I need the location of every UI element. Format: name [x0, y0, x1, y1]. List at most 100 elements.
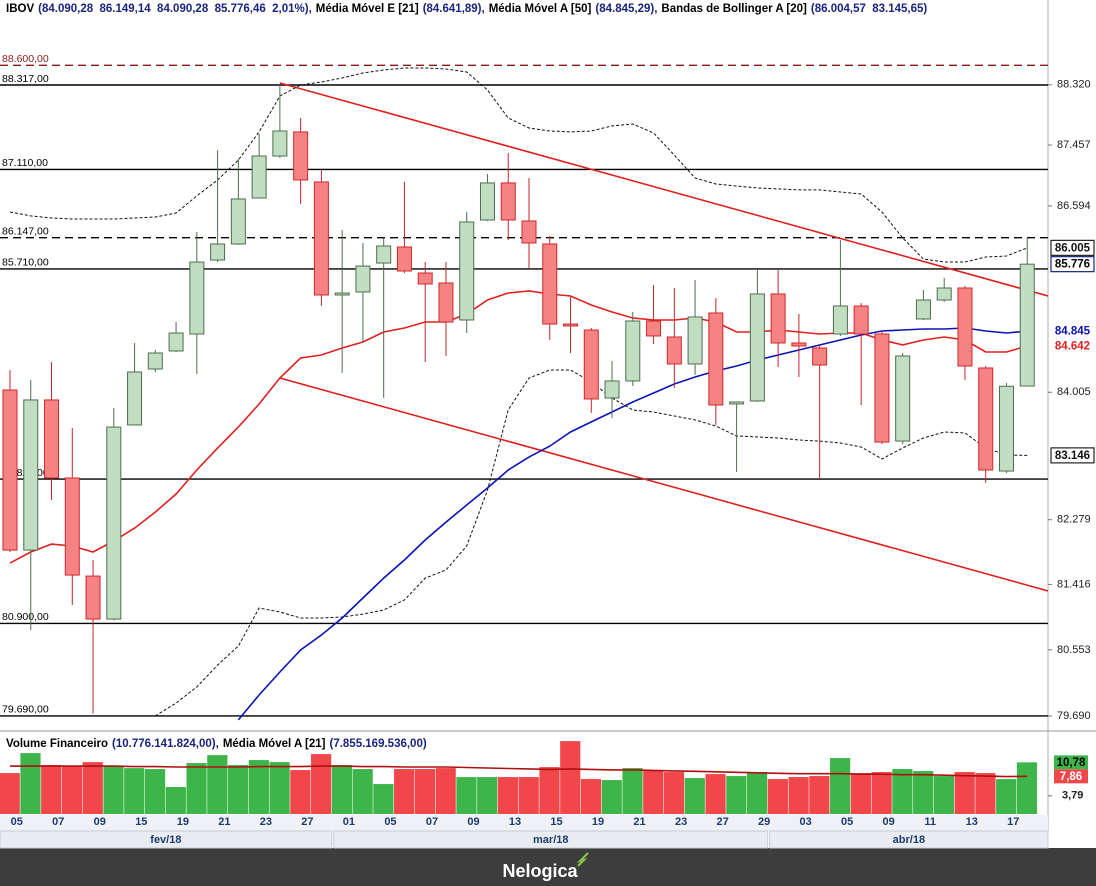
- header-name: Bandas de Bollinger A [20]: [661, 3, 807, 15]
- volume-bar: [61, 766, 83, 814]
- volume-bar: [414, 769, 436, 814]
- candle-body: [853, 305, 869, 335]
- header-values: (84.641,89),: [422, 3, 485, 15]
- volume-bar: [580, 779, 602, 814]
- volume-bar: [0, 773, 20, 814]
- candle-body: [168, 332, 184, 352]
- volume-bar: [269, 762, 290, 814]
- level-label: 79.690,00: [2, 704, 49, 716]
- x-tick-label: 13: [966, 816, 978, 828]
- candle-body: [521, 220, 537, 244]
- candle-body: [396, 246, 412, 272]
- y-tick-label: 82.279: [1057, 514, 1091, 526]
- candle-body: [438, 282, 454, 323]
- candle-body: [230, 198, 246, 245]
- candle-body: [729, 401, 745, 405]
- volume-bar: [518, 777, 539, 814]
- level-label: 86.147,00: [2, 225, 49, 237]
- candle-body: [417, 272, 433, 285]
- volume-header: Volume Financeiro (10.776.141.824,00), Méd…: [6, 738, 431, 750]
- indicator-line: [9, 67, 1028, 263]
- candle-body: [998, 385, 1014, 472]
- candle-body: [874, 333, 890, 443]
- candle-body: [936, 287, 952, 301]
- volume-bar: [788, 777, 809, 814]
- x-tick-label: 29: [758, 816, 770, 828]
- volume-bar: [352, 769, 373, 814]
- candle-body: [251, 155, 267, 199]
- y-tick-label: 81.416: [1057, 578, 1091, 590]
- brand: Nelogica: [502, 861, 578, 881]
- candle-body: [313, 181, 329, 296]
- candle-body: [272, 130, 288, 157]
- volume-bar: [477, 777, 498, 814]
- candle-body: [64, 477, 80, 576]
- x-tick-label: 15: [135, 816, 147, 828]
- x-tick-label: 27: [301, 816, 313, 828]
- last-value-box: [1050, 323, 1095, 340]
- y-tick-label: 3,79: [1062, 790, 1083, 802]
- header-name: Média Móvel A [50]: [488, 3, 592, 15]
- trend-line: [279, 377, 1048, 592]
- candle-body: [583, 329, 599, 400]
- candle-body: [189, 261, 205, 335]
- volume-bar: [41, 765, 62, 814]
- volume-bar: [103, 766, 124, 814]
- candle-body: [85, 575, 101, 620]
- header-values: (84.090,28 86.149,14 84.090,28 85.776,46…: [38, 3, 312, 15]
- last-value-label: 10,78: [1057, 757, 1086, 769]
- candle-body: [791, 342, 807, 347]
- y-tick-label: 87.457: [1057, 139, 1091, 151]
- volume-bar: [892, 769, 913, 814]
- volume-bar: [290, 770, 311, 814]
- last-value-label: 84.642: [1055, 340, 1090, 352]
- level-label: 88.317,00: [2, 73, 49, 85]
- x-tick-label: 03: [800, 816, 812, 828]
- candle-body: [376, 245, 392, 264]
- candle-body: [44, 399, 60, 479]
- volume-bar: [331, 765, 352, 814]
- header-name: Média Móvel A [21]: [222, 738, 326, 750]
- last-value-box: [1050, 256, 1095, 273]
- candle-body: [749, 293, 765, 402]
- last-value-label: 7,86: [1060, 771, 1082, 783]
- level-label: 85.710,00: [2, 257, 49, 269]
- candle-body: [666, 336, 682, 365]
- y-tick-label: 84.005: [1057, 386, 1091, 398]
- volume-bar: [684, 778, 705, 814]
- volume-bar: [1016, 762, 1038, 814]
- candle-body: [687, 316, 703, 365]
- date-axis: [0, 815, 1048, 831]
- candle-body: [479, 182, 495, 221]
- candle-body: [895, 355, 911, 442]
- candle-body: [147, 352, 163, 370]
- header-values: (10.776.141.824,00),: [112, 738, 219, 750]
- volume-bar: [165, 787, 186, 814]
- y-tick-label: 86.594: [1057, 200, 1091, 212]
- candle-body: [708, 312, 724, 406]
- month-label: mar/18: [533, 834, 568, 846]
- volume-bar: [82, 762, 103, 814]
- volume-bar: [186, 763, 207, 814]
- candle-body: [293, 131, 309, 181]
- header-values: (86.004,57 83.145,65): [810, 3, 928, 15]
- candle-body: [1019, 263, 1035, 387]
- volume-bar: [809, 776, 830, 814]
- level-label: 80.900,00: [2, 611, 49, 623]
- last-value-label: 84.845: [1055, 326, 1091, 338]
- volume-bar: [643, 770, 664, 814]
- candle-body: [23, 399, 39, 551]
- month-label: abr/18: [893, 834, 925, 846]
- volume-bar: [850, 773, 871, 814]
- level-label: 87.110,00: [2, 157, 48, 169]
- candle-body: [542, 243, 558, 325]
- candle-body: [127, 371, 143, 426]
- x-tick-label: 23: [260, 816, 272, 828]
- volume-bar: [601, 780, 622, 814]
- volume-bar: [456, 777, 477, 814]
- last-value-box: [1054, 769, 1088, 784]
- header-name: Volume Financeiro: [6, 738, 109, 750]
- volume-bar: [560, 741, 581, 814]
- volume-bar: [539, 767, 560, 814]
